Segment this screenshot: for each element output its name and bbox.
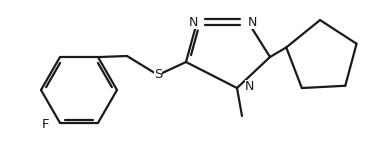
Text: N: N <box>247 15 257 28</box>
Text: N: N <box>245 80 254 93</box>
Text: F: F <box>42 118 50 131</box>
Text: S: S <box>154 68 162 81</box>
Text: N: N <box>188 15 198 28</box>
